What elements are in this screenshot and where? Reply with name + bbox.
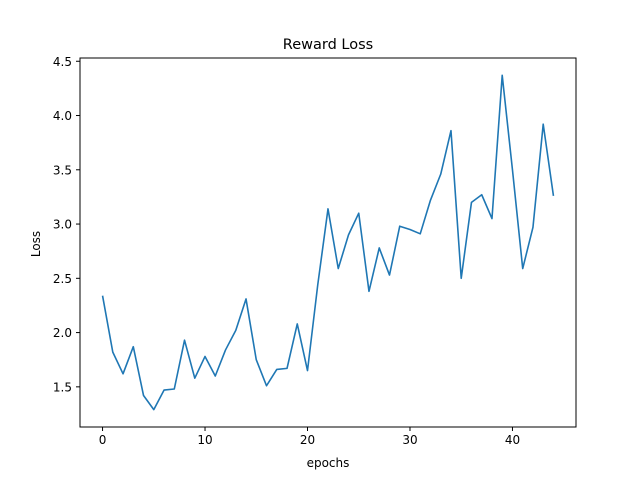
x-tick-label: 40 — [505, 433, 520, 447]
y-tick-label: 2.0 — [53, 326, 72, 340]
y-tick-label: 2.5 — [53, 272, 72, 286]
x-axis-label: epochs — [307, 456, 350, 470]
loss-series-line — [101, 74, 555, 411]
x-tick-label: 0 — [99, 433, 107, 447]
y-tick-label: 3.5 — [53, 163, 72, 177]
y-tick-label: 4.5 — [53, 55, 72, 69]
plot-area — [101, 74, 555, 411]
y-axis-label: Loss — [29, 231, 43, 257]
axes-frame — [79, 57, 577, 428]
y-tick-label: 1.5 — [53, 380, 72, 394]
x-tick-label: 10 — [197, 433, 212, 447]
chart-title: Reward Loss — [283, 37, 373, 53]
axis-ticks: 0 10 20 30 40 1.5 2.0 2.5 3.0 3.5 4.0 4.5 — [53, 55, 520, 447]
x-tick-label: 30 — [402, 433, 417, 447]
x-tick-label: 20 — [300, 433, 315, 447]
y-tick-label: 4.0 — [53, 109, 72, 123]
y-tick-label: 3.0 — [53, 218, 72, 232]
